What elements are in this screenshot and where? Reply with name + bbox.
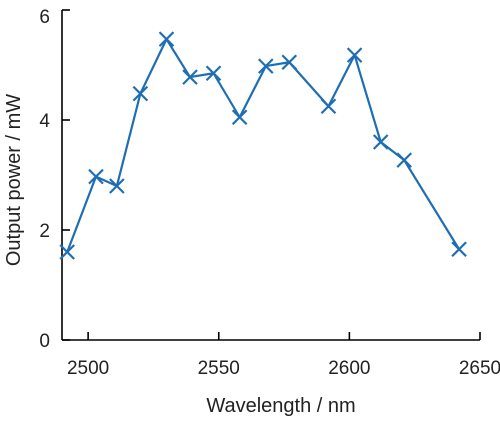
marker-stroke-b xyxy=(205,65,222,82)
y-tick-label-4: 4 xyxy=(39,111,50,132)
data-point xyxy=(320,98,337,115)
x-tick-label-2500: 2500 xyxy=(67,358,109,379)
marker-stroke-b xyxy=(346,47,363,63)
marker-stroke-b xyxy=(109,178,125,194)
data-point xyxy=(451,241,467,258)
x-axis-label: Wavelength / nm xyxy=(206,395,355,417)
marker-stroke-b xyxy=(231,109,248,126)
y-tick-label-0: 0 xyxy=(39,331,50,352)
marker-stroke-b xyxy=(320,98,337,115)
data-point xyxy=(205,65,222,82)
data-point xyxy=(109,178,125,194)
data-point xyxy=(182,69,198,85)
data-point xyxy=(257,58,274,74)
data-point xyxy=(158,31,175,47)
series-layer xyxy=(59,31,467,260)
marker-stroke-b xyxy=(59,244,76,260)
x-tick-label-2550: 2550 xyxy=(198,358,240,379)
marker-stroke-b xyxy=(88,168,104,185)
marker-stroke-b xyxy=(372,134,389,150)
data-point xyxy=(372,134,389,150)
marker-stroke-b xyxy=(257,58,274,74)
axes xyxy=(61,10,480,341)
data-point xyxy=(59,244,76,260)
marker-stroke-b xyxy=(281,54,298,71)
marker-stroke-b xyxy=(182,69,198,85)
x-tick-label-2650: 2650 xyxy=(459,358,500,379)
y-axis-label: Output power / mW xyxy=(3,94,25,266)
y-tick-label-2: 2 xyxy=(39,221,50,242)
data-point xyxy=(132,85,149,102)
data-point xyxy=(88,168,104,185)
marker-stroke-b xyxy=(132,85,149,102)
y-ticks: 0 2 4 6 xyxy=(39,7,70,352)
data-point xyxy=(281,54,298,71)
x-ticks: 2500 2550 2600 2650 xyxy=(67,332,500,379)
x-tick-label-2600: 2600 xyxy=(328,358,370,379)
series-line-0 xyxy=(66,38,461,253)
marker-stroke-b xyxy=(451,241,467,258)
marker-stroke-b xyxy=(396,152,413,168)
marker-stroke-b xyxy=(158,31,175,47)
y-tick-label-6: 6 xyxy=(39,7,50,28)
data-point xyxy=(231,109,248,126)
data-point xyxy=(396,152,413,168)
data-point xyxy=(346,47,363,63)
